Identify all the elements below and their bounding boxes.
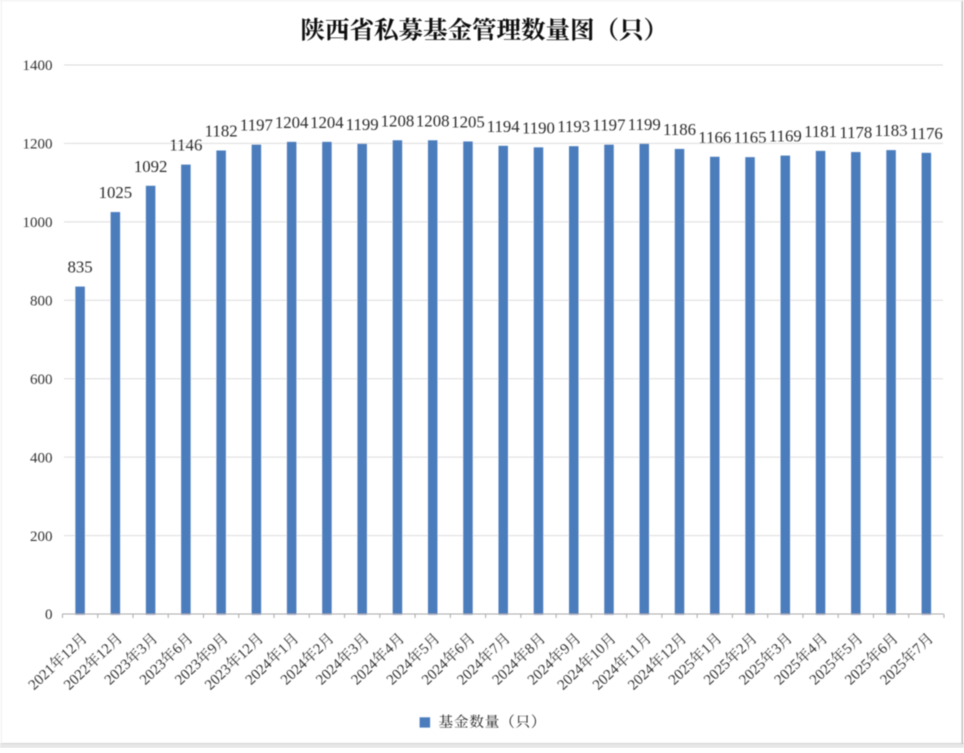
svg-text:1208: 1208 — [381, 111, 415, 130]
svg-text:1193: 1193 — [557, 117, 590, 136]
svg-text:1092: 1092 — [134, 157, 168, 176]
svg-text:1146: 1146 — [169, 136, 202, 155]
svg-text:1176: 1176 — [910, 124, 943, 143]
svg-text:1194: 1194 — [487, 117, 521, 136]
svg-text:1178: 1178 — [839, 123, 872, 142]
svg-text:1204: 1204 — [310, 113, 344, 132]
svg-text:1181: 1181 — [804, 122, 837, 141]
svg-text:1186: 1186 — [663, 120, 696, 139]
svg-text:1182: 1182 — [205, 121, 238, 140]
svg-text:400: 400 — [30, 450, 53, 466]
svg-text:1166: 1166 — [698, 128, 731, 147]
svg-text:1197: 1197 — [593, 116, 626, 135]
svg-text:1199: 1199 — [346, 115, 379, 134]
svg-text:600: 600 — [30, 372, 53, 388]
svg-text:800: 800 — [30, 293, 53, 309]
svg-text:1208: 1208 — [416, 111, 450, 130]
svg-text:1190: 1190 — [522, 118, 555, 137]
svg-text:1200: 1200 — [23, 137, 53, 153]
svg-text:835: 835 — [68, 258, 93, 277]
svg-text:1199: 1199 — [628, 115, 661, 134]
svg-text:1400: 1400 — [23, 58, 53, 74]
svg-text:1197: 1197 — [240, 116, 273, 135]
svg-text:1169: 1169 — [769, 127, 802, 146]
svg-text:1165: 1165 — [734, 128, 767, 147]
svg-text:1025: 1025 — [99, 183, 133, 202]
svg-text:200: 200 — [30, 529, 53, 545]
svg-text:1183: 1183 — [875, 121, 908, 140]
svg-text:0: 0 — [45, 607, 53, 623]
svg-text:1205: 1205 — [451, 112, 485, 131]
svg-text:1204: 1204 — [275, 113, 309, 132]
svg-text:1000: 1000 — [23, 215, 53, 231]
